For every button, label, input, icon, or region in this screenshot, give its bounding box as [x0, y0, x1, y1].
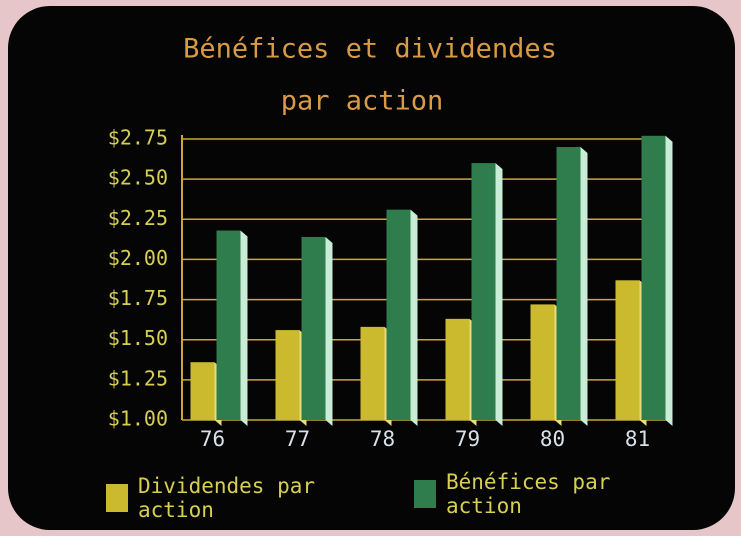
y-tick-label: $1.25	[108, 366, 168, 390]
bar	[386, 209, 418, 426]
x-tick-label: 80	[540, 427, 565, 451]
bar	[216, 230, 248, 426]
x-tick-label: 79	[455, 427, 480, 451]
x-tick-label: 77	[285, 427, 310, 451]
legend-label: Bénéfices par action	[446, 470, 611, 518]
y-tick-label: $1.00	[108, 407, 168, 431]
x-tick-label: 78	[370, 427, 395, 451]
y-tick-label: $1.75	[108, 286, 168, 310]
y-tick-label: $2.50	[108, 166, 168, 190]
bar-front	[471, 163, 496, 421]
bar-side	[325, 236, 333, 426]
bar-front	[190, 362, 215, 420]
bar-side	[240, 230, 248, 426]
bar	[301, 236, 333, 426]
bar-side	[665, 135, 673, 426]
bar-side	[410, 209, 418, 426]
y-tick-label: $2.00	[108, 246, 168, 270]
bar-front	[301, 236, 326, 420]
bar	[556, 147, 588, 426]
bar-front	[275, 330, 300, 420]
crt-screen	[8, 6, 735, 530]
y-tick-label: $1.50	[108, 326, 168, 350]
x-tick-label: 81	[625, 427, 650, 451]
bar-front	[445, 318, 470, 420]
bar-front	[556, 147, 581, 420]
bar-front	[615, 280, 640, 420]
x-tick-label: 76	[200, 427, 225, 451]
y-tick-label: $2.75	[108, 126, 168, 150]
y-tick-label: $2.25	[108, 206, 168, 230]
bar	[641, 135, 673, 426]
bar-side	[580, 147, 588, 426]
bar	[471, 163, 503, 427]
legend-swatch	[106, 484, 128, 512]
chart-title: Bénéfices et dividendes	[183, 34, 557, 65]
bar-front	[641, 135, 666, 420]
legend-label: Dividendes par action	[138, 474, 316, 522]
bar-front	[216, 230, 241, 420]
bar-side	[495, 163, 503, 427]
bar-front	[530, 304, 555, 420]
legend-swatch	[414, 480, 436, 508]
bar-front	[360, 326, 385, 420]
chart-title: par action	[281, 86, 444, 117]
bar-front	[386, 209, 411, 420]
bar	[615, 280, 647, 426]
